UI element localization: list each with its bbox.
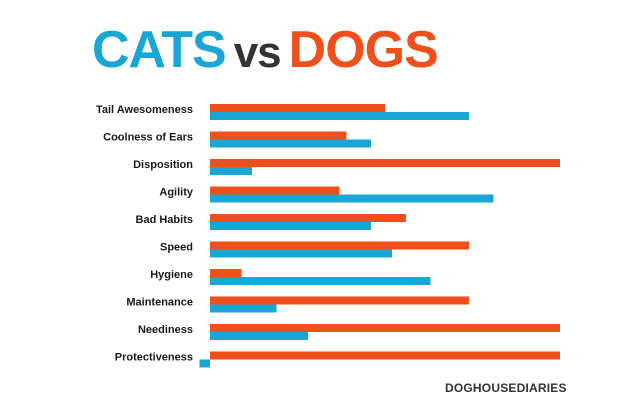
dogs-bar	[210, 324, 560, 332]
category-label: Protectiveness	[115, 352, 193, 364]
cats-bar	[210, 249, 392, 258]
dogs-bar	[210, 214, 406, 222]
category-label: Speed	[160, 242, 193, 254]
dogs-bar	[210, 351, 560, 360]
cats-bar	[210, 304, 277, 313]
dogs-bar	[210, 296, 469, 305]
dogs-bar	[210, 269, 242, 277]
category-label: Tail Awesomeness	[96, 104, 193, 116]
cats-bar	[199, 359, 210, 368]
dogs-bar	[210, 186, 340, 195]
title-cats: CATS	[92, 21, 227, 79]
cats-bar	[210, 332, 308, 340]
category-label: Hygiene	[150, 269, 193, 281]
dogs-bar	[210, 104, 385, 112]
cats-bar	[210, 167, 252, 175]
category-label: Disposition	[133, 159, 193, 171]
cats-bar	[210, 194, 494, 203]
category-label: Coolness of Ears	[103, 132, 193, 144]
cats-bar	[210, 112, 469, 120]
dogs-bar	[210, 241, 469, 250]
category-label: Agility	[159, 187, 193, 199]
cats-bar	[210, 277, 431, 285]
category-label: Bad Habits	[136, 214, 193, 226]
cats-bar	[210, 139, 371, 148]
dogs-bar	[210, 131, 347, 140]
category-label: Neediness	[138, 324, 193, 336]
cats-bar	[210, 222, 371, 230]
dogs-bar	[210, 159, 560, 167]
title-dogs: DOGS	[288, 21, 439, 79]
chart-title: CATS vs DOGS	[92, 20, 439, 83]
title-vs: vs	[233, 28, 282, 77]
credit-text: DOGHOUSEDIARIES	[445, 381, 567, 395]
category-label: Maintenance	[126, 297, 193, 309]
